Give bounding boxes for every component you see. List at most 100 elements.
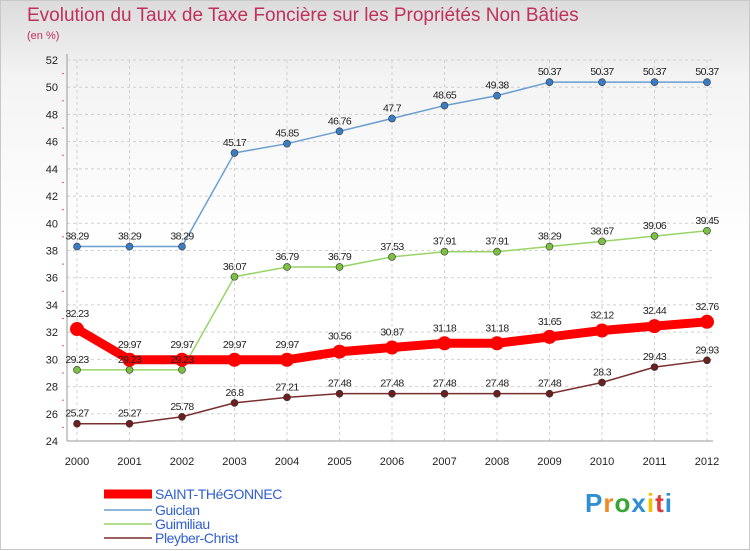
- data-point: [283, 393, 291, 402]
- data-label: 32.44: [643, 305, 667, 317]
- legend-label-3: Pleyber-Christ: [155, 530, 239, 546]
- data-label: 27.48: [538, 378, 562, 390]
- data-label: 45.17: [223, 137, 247, 149]
- data-point: [650, 363, 659, 371]
- data-label: 31.18: [433, 322, 457, 334]
- data-label: 38.29: [170, 231, 194, 243]
- data-label: 39.06: [643, 220, 667, 232]
- data-point: [230, 399, 239, 407]
- data-point: [178, 412, 186, 421]
- data-point: [122, 352, 137, 367]
- x-tick-label: 2010: [590, 456, 614, 468]
- y-tick-label: 38: [46, 246, 58, 258]
- y-tick-label: 48: [46, 109, 58, 121]
- y-tick-label: 40: [46, 218, 58, 230]
- data-point: [332, 344, 347, 359]
- y-tick-label: 44: [46, 164, 58, 176]
- data-label: 50.37: [538, 66, 562, 78]
- y-tick-label: 24: [46, 436, 58, 448]
- data-point: [542, 329, 557, 344]
- data-point: [125, 366, 134, 374]
- data-label: 30.87: [380, 327, 404, 339]
- data-point: [335, 389, 344, 398]
- data-point: [227, 352, 242, 367]
- x-tick-label: 2001: [117, 456, 141, 468]
- x-tick-label: 2008: [485, 456, 509, 468]
- data-point: [73, 419, 81, 428]
- data-label: 29.97: [170, 339, 194, 351]
- data-point: [230, 272, 239, 281]
- y-tick-label: 50: [46, 82, 58, 94]
- data-label: 38.67: [590, 225, 614, 237]
- data-label: 27.48: [328, 378, 352, 390]
- data-point: [650, 232, 659, 240]
- x-tick-label: 2009: [537, 456, 561, 468]
- data-label: 29.97: [275, 339, 299, 351]
- data-point: [703, 356, 711, 365]
- x-tick-label: 2000: [65, 456, 89, 468]
- data-label: 50.37: [590, 66, 614, 78]
- chart-subtitle: (en %): [27, 30, 60, 42]
- data-point: [440, 247, 449, 256]
- data-point: [283, 263, 291, 271]
- data-label: 29.97: [223, 339, 247, 351]
- data-point: [125, 419, 134, 428]
- data-point: [175, 352, 189, 367]
- data-label: 50.37: [695, 66, 719, 78]
- data-point: [598, 378, 606, 387]
- data-label: 25.27: [118, 408, 142, 420]
- data-point: [703, 78, 711, 86]
- data-label: 37.91: [433, 236, 457, 248]
- data-point: [595, 323, 609, 338]
- data-label: 30.56: [328, 331, 352, 343]
- data-point: [388, 389, 396, 398]
- data-label: 36.79: [275, 251, 299, 263]
- x-tick-label: 2007: [432, 456, 456, 468]
- data-point: [545, 389, 554, 398]
- data-point: [598, 237, 606, 246]
- data-point: [440, 389, 449, 398]
- data-point: [650, 78, 659, 86]
- data-label: 47.7: [383, 103, 402, 115]
- data-point: [73, 242, 81, 251]
- data-point: [545, 242, 554, 251]
- logo-letter: x: [631, 488, 647, 518]
- data-point: [700, 314, 714, 329]
- proxiti-logo: Proxiti: [585, 488, 673, 519]
- logo-letter: P: [585, 488, 604, 518]
- data-label: 25.78: [170, 401, 194, 413]
- data-point: [385, 340, 399, 355]
- data-point: [178, 242, 186, 251]
- y-tick-label: 42: [46, 191, 58, 203]
- x-tick-label: 2005: [327, 456, 351, 468]
- data-label: 38.29: [538, 231, 562, 243]
- logo-letter: t: [655, 488, 665, 518]
- data-point: [178, 366, 186, 374]
- logo-letter: i: [646, 488, 656, 518]
- data-point: [647, 319, 662, 334]
- data-point: [493, 389, 501, 398]
- data-point: [125, 242, 134, 251]
- data-point: [230, 149, 239, 157]
- data-point: [388, 114, 396, 123]
- y-tick-label: 52: [46, 55, 58, 67]
- data-label: 32.23: [65, 308, 89, 320]
- y-tick-label: 34: [46, 300, 58, 312]
- y-tick-label: 46: [46, 137, 58, 149]
- data-point: [493, 247, 501, 256]
- data-label: 31.18: [485, 322, 509, 334]
- legend-label-2: Guimiliau: [155, 516, 210, 532]
- data-label: 26.8: [225, 387, 244, 399]
- data-label: 37.91: [485, 236, 509, 248]
- data-label: 36.79: [328, 251, 352, 263]
- logo-letter: i: [664, 488, 673, 518]
- data-label: 27.48: [485, 378, 509, 390]
- data-label: 49.38: [485, 80, 509, 92]
- data-label: 29.23: [170, 354, 194, 366]
- data-label: 48.65: [433, 90, 457, 102]
- legend: SAINT-THéGONNECGuiclanGuimiliauPleyber-C…: [104, 486, 283, 546]
- data-label: 29.97: [118, 339, 142, 351]
- data-label: 29.43: [643, 351, 667, 363]
- data-point: [437, 336, 452, 351]
